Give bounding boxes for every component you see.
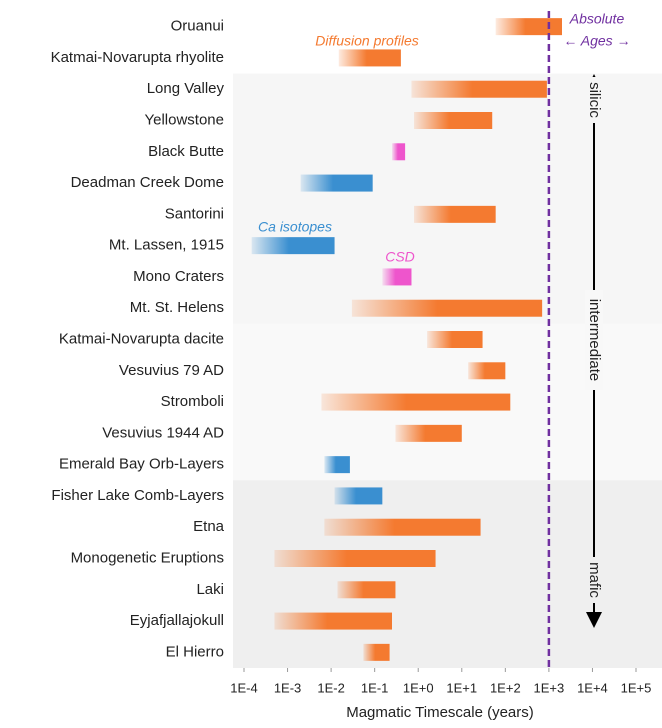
range-bar	[382, 268, 412, 286]
range-bar	[411, 80, 547, 98]
category-label: Mt. St. Helens	[130, 299, 224, 316]
category-label: Black Butte	[148, 143, 224, 160]
category-label: Eyjafjallajokull	[130, 612, 224, 629]
category-label: Katmai-Novarupta dacite	[59, 330, 224, 347]
series-label: Ca isotopes	[258, 219, 332, 235]
category-label: Emerald Bay Orb-Layers	[59, 456, 224, 473]
range-bar	[351, 299, 543, 317]
category-label: Stromboli	[161, 393, 224, 410]
group-label-bg	[585, 290, 603, 390]
category-label: Yellowstone	[144, 111, 224, 128]
reference-label: ← Ages →	[563, 33, 630, 49]
x-tick-label: 1E+2	[490, 680, 521, 695]
range-bar	[251, 237, 335, 255]
category-label: Etna	[193, 518, 225, 535]
category-label: Katmai-Novarupta rhyolite	[51, 49, 224, 66]
x-tick-label: 1E-1	[361, 680, 388, 695]
x-tick-label: 1E+0	[403, 680, 434, 695]
range-bar	[395, 424, 462, 442]
category-label: El Hierro	[166, 643, 224, 660]
range-bar	[334, 487, 383, 505]
group-label-bg	[585, 77, 603, 123]
range-bar	[274, 550, 436, 567]
x-tick-label: 1E-4	[230, 680, 257, 695]
group-label: silicic	[586, 82, 603, 118]
group-label-bg	[585, 557, 603, 603]
x-tick-label: 1E+4	[577, 680, 608, 695]
range-bar	[300, 174, 373, 192]
group-label: mafic	[586, 562, 603, 598]
x-tick-label: 1E+5	[621, 680, 652, 695]
x-tick-label: 1E-3	[274, 680, 301, 695]
range-bar	[468, 362, 506, 380]
range-bar	[324, 518, 481, 536]
range-bar	[414, 112, 493, 129]
category-label: Vesuvius 1944 AD	[102, 424, 224, 441]
x-axis-title: Magmatic Timescale (years)	[346, 704, 534, 721]
series-label: Diffusion profiles	[315, 33, 419, 49]
category-label: Santorini	[165, 205, 224, 222]
series-label: CSD	[385, 249, 415, 265]
range-bar	[363, 643, 390, 661]
category-label: Laki	[196, 581, 224, 598]
category-label: Fisher Lake Comb-Layers	[51, 487, 224, 504]
category-label: Vesuvius 79 AD	[119, 362, 224, 379]
reference-label: Absolute	[569, 11, 625, 27]
range-bar	[337, 581, 396, 599]
category-label: Monogenetic Eruptions	[71, 549, 224, 566]
category-label: Deadman Creek Dome	[71, 174, 224, 191]
range-bar	[324, 456, 350, 474]
category-label: Mono Craters	[133, 268, 224, 285]
category-label: Mt. Lassen, 1915	[109, 237, 224, 254]
category-label: Long Valley	[147, 80, 225, 97]
range-bar	[427, 331, 483, 348]
range-bar	[414, 205, 496, 223]
x-tick-label: 1E+1	[446, 680, 477, 695]
x-tick-label: 1E-2	[317, 680, 344, 695]
category-label: Oruanui	[171, 18, 224, 35]
range-bar	[338, 49, 401, 67]
range-bar	[321, 393, 511, 411]
range-bar	[495, 18, 563, 36]
x-tick-label: 1E+3	[534, 680, 565, 695]
group-label: intermediate	[586, 299, 603, 382]
range-bar	[274, 612, 392, 630]
range-bar	[391, 143, 406, 161]
